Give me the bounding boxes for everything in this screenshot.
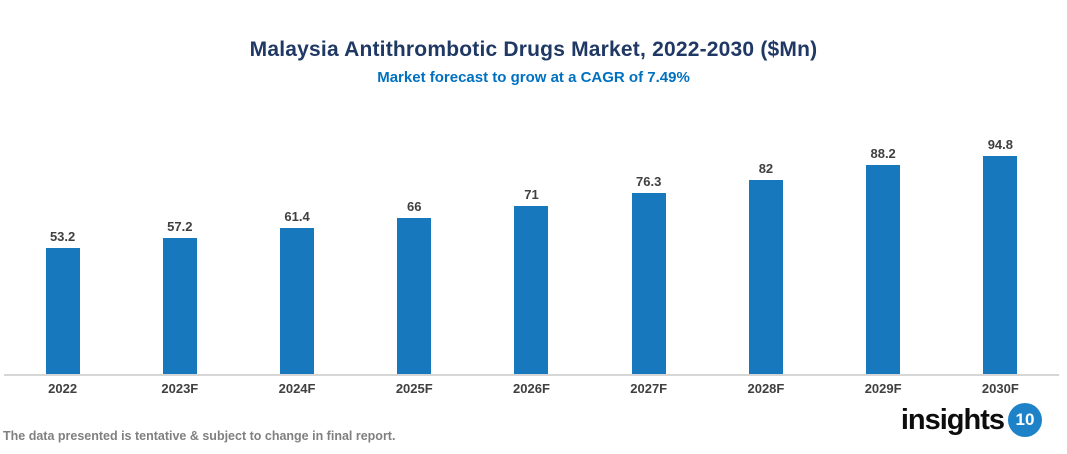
bar-2026F xyxy=(514,205,549,374)
bar-column-2025F: 66 xyxy=(356,137,473,374)
chart-title: Malaysia Antithrombotic Drugs Market, 20… xyxy=(249,38,818,61)
insights10-logo: insights 10 xyxy=(901,403,1042,437)
bar-column-2026F: 71 xyxy=(473,137,590,374)
logo-text: insights xyxy=(900,403,1005,436)
x-axis-label-2025F: 2025F xyxy=(395,381,433,396)
bar-value-label: 61.4 xyxy=(284,209,310,225)
x-axis-label-2030F: 2030F xyxy=(981,381,1019,396)
bar-value-label: 88.2 xyxy=(870,145,896,161)
x-axis-label-2028F: 2028F xyxy=(747,381,785,396)
x-axis-label-2027F: 2027F xyxy=(630,381,668,396)
bar-value-label: 57.2 xyxy=(167,219,193,235)
logo-badge-circle: 10 xyxy=(1008,403,1042,437)
bar-column-2022: 53.2 xyxy=(4,137,121,374)
bar-column-2027F: 76.3 xyxy=(590,137,707,374)
footer-disclaimer: The data presented is tentative & subjec… xyxy=(3,429,396,443)
bar-value-label: 82 xyxy=(758,160,774,176)
bar-2029F xyxy=(866,164,901,374)
bar-2022 xyxy=(45,247,80,374)
plot-area: 53.2 57.2 61.4 66 71 76.3 82 88.2 94.8 xyxy=(4,137,1059,376)
bar-value-label: 71 xyxy=(524,186,539,202)
x-axis-label-2023F: 2023F xyxy=(161,381,199,396)
bar-2028F xyxy=(748,179,783,374)
x-axis-label-2026F: 2026F xyxy=(513,381,550,396)
bar-value-label: 66 xyxy=(407,198,422,214)
x-axis-label-2029F: 2029F xyxy=(864,381,902,396)
bar-value-label: 94.8 xyxy=(987,137,1014,152)
x-axis-label-2024F: 2024F xyxy=(278,381,316,396)
bar-2025F xyxy=(397,217,432,374)
bar-2027F xyxy=(631,193,666,374)
bar-value-label: 53.2 xyxy=(49,228,76,244)
bar-column-2023F: 57.2 xyxy=(121,137,238,374)
bar-column-2029F: 88.2 xyxy=(825,137,942,374)
bar-column-2028F: 82 xyxy=(707,137,824,374)
bar-column-2024F: 61.4 xyxy=(238,137,355,374)
bar-2023F xyxy=(162,238,197,374)
x-axis-label-2022: 2022 xyxy=(48,381,78,396)
bar-2030F xyxy=(983,156,1018,374)
bar-column-2030F: 94.8 xyxy=(942,137,1059,374)
x-axis: 2022 2023F 2024F 2025F 2026F 2027F 2028F 2029F 2… xyxy=(4,381,1059,396)
bar-value-label: 76.3 xyxy=(636,174,662,190)
chart-subtitle: Market forecast to grow at a CAGR of 7.4… xyxy=(377,69,690,86)
bar-2024F xyxy=(280,228,315,374)
